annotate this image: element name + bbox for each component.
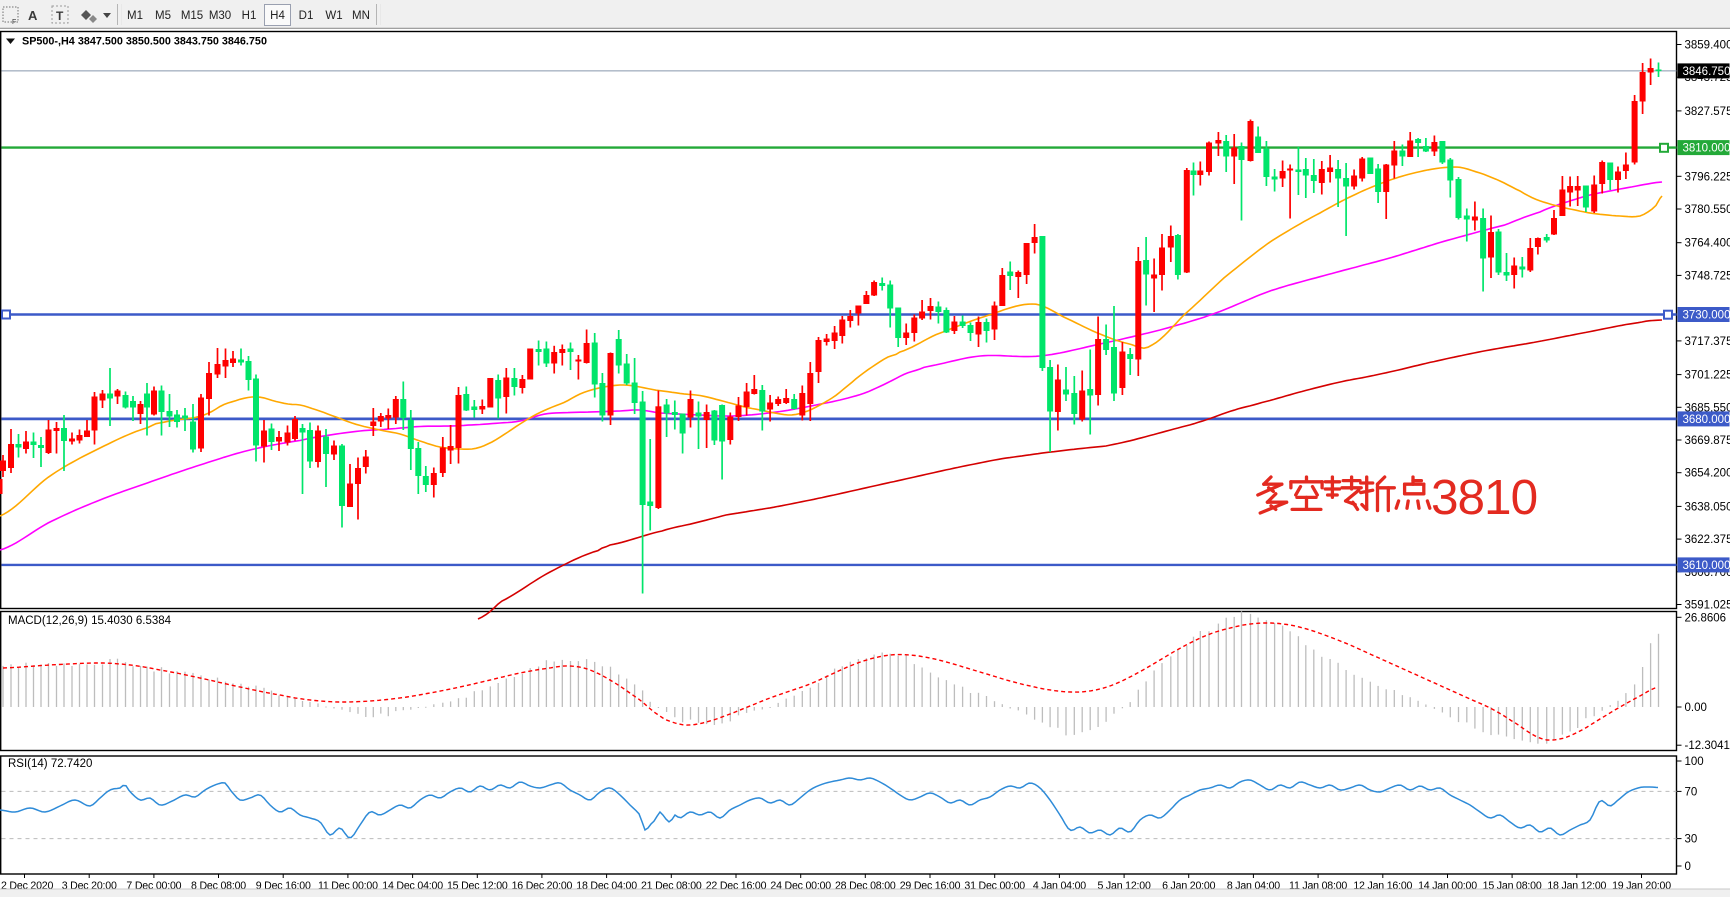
svg-text:30: 30 (1685, 834, 1698, 846)
svg-text:3810.000: 3810.000 (1683, 143, 1730, 155)
svg-text:H4: H4 (270, 10, 285, 22)
svg-text:0: 0 (1685, 861, 1691, 873)
svg-text:T: T (56, 9, 64, 23)
svg-text:70: 70 (1685, 786, 1698, 798)
svg-text:H1: H1 (242, 10, 257, 22)
svg-text:-12.3041: -12.3041 (1685, 740, 1730, 752)
svg-text:3827.575: 3827.575 (1685, 106, 1730, 118)
svg-text:3680.000: 3680.000 (1683, 414, 1730, 426)
svg-text:3846.750: 3846.750 (1683, 66, 1730, 78)
svg-text:3591.025: 3591.025 (1685, 600, 1730, 612)
svg-text:3701.225: 3701.225 (1685, 370, 1730, 382)
svg-text:MN: MN (352, 10, 370, 22)
svg-text:100: 100 (1685, 756, 1704, 768)
svg-text:M15: M15 (181, 10, 203, 22)
svg-text:3730.000: 3730.000 (1683, 310, 1730, 322)
svg-text:3764.400: 3764.400 (1685, 238, 1730, 250)
svg-text:F: F (12, 19, 16, 26)
svg-text:M5: M5 (155, 10, 171, 22)
svg-text:D1: D1 (299, 10, 314, 22)
svg-text:3810: 3810 (1431, 470, 1537, 525)
svg-text:3638.050: 3638.050 (1685, 501, 1730, 513)
svg-text:W1: W1 (325, 10, 342, 22)
svg-text:3748.725: 3748.725 (1685, 270, 1730, 282)
svg-text:3796.225: 3796.225 (1685, 171, 1730, 183)
svg-text:SP500-,H4 3847.500 3850.500 3: SP500-,H4 3847.500 3850.500 3843.750 384… (22, 36, 267, 48)
svg-text:3654.200: 3654.200 (1685, 468, 1730, 480)
svg-text:26.8606: 26.8606 (1685, 612, 1727, 624)
svg-text:3780.550: 3780.550 (1685, 204, 1730, 216)
svg-text:3859.400: 3859.400 (1685, 40, 1730, 52)
svg-text:MACD(12,26,9) 15.4030 6.5384: MACD(12,26,9) 15.4030 6.5384 (8, 615, 172, 627)
svg-text:3610.000: 3610.000 (1683, 560, 1730, 572)
svg-text:A: A (28, 8, 38, 23)
svg-text:3622.375: 3622.375 (1685, 534, 1730, 546)
svg-text:RSI(14) 72.7420: RSI(14) 72.7420 (8, 758, 92, 770)
svg-text:3669.875: 3669.875 (1685, 435, 1730, 447)
svg-text:M1: M1 (127, 10, 143, 22)
svg-text:3717.375: 3717.375 (1685, 336, 1730, 348)
svg-text:M30: M30 (209, 10, 231, 22)
svg-text:0.00: 0.00 (1685, 702, 1707, 714)
